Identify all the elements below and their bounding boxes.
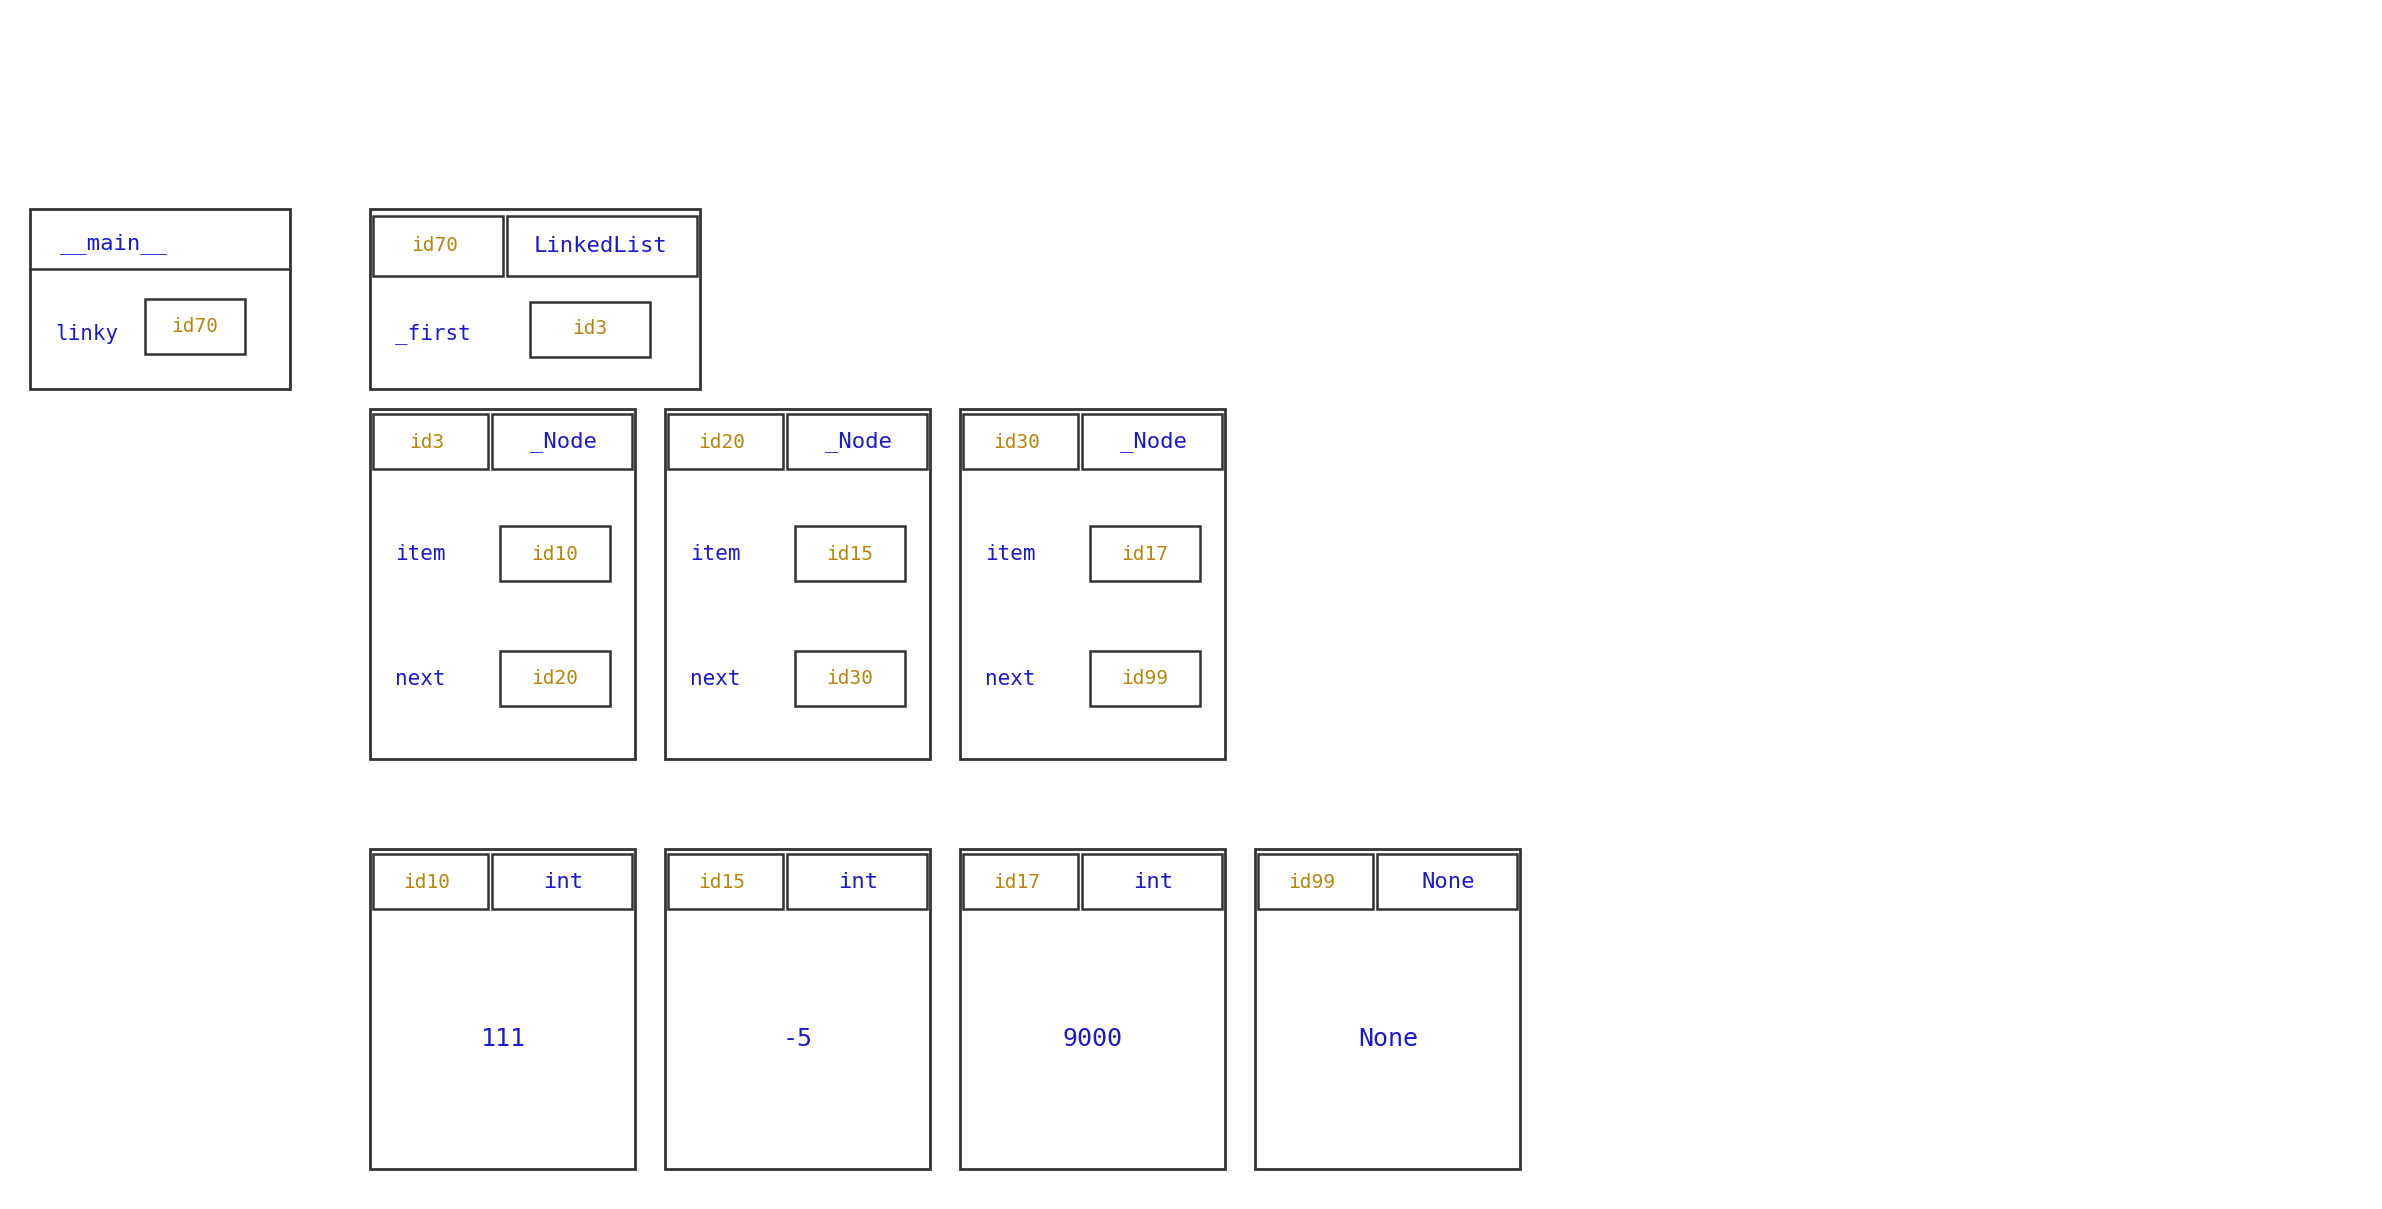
Bar [1081, 854, 1222, 909]
Bar [1255, 849, 1520, 1169]
Bar [1258, 854, 1372, 909]
Text: next: next [395, 669, 445, 689]
Text: next: next [691, 669, 741, 689]
Text: id30: id30 [827, 670, 874, 688]
Text: LinkedList: LinkedList [534, 236, 667, 256]
Bar [374, 854, 488, 909]
Text: _first: _first [395, 324, 472, 345]
Text: 9000: 9000 [1062, 1026, 1122, 1051]
Text: int: int [838, 872, 879, 892]
Bar [1377, 854, 1517, 909]
Text: id17: id17 [1122, 544, 1170, 563]
Bar [665, 409, 929, 759]
Text: _Node: _Node [1120, 432, 1186, 452]
Text: None: None [1422, 872, 1474, 892]
Bar [786, 854, 927, 909]
Text: id99: id99 [1289, 873, 1336, 891]
Bar [796, 650, 905, 706]
Bar [665, 849, 929, 1169]
Text: id15: id15 [827, 544, 874, 563]
Bar [962, 413, 1079, 469]
Text: id15: id15 [698, 873, 746, 891]
Text: id70: id70 [172, 317, 219, 336]
Text: 111: 111 [481, 1026, 526, 1051]
Bar [796, 526, 905, 582]
Text: id99: id99 [1122, 670, 1170, 688]
Text: item: item [395, 544, 445, 565]
Text: item: item [986, 544, 1036, 565]
Text: linky: linky [55, 324, 119, 345]
Bar [1081, 413, 1222, 469]
Text: next: next [986, 669, 1036, 689]
Text: id10: id10 [531, 544, 579, 563]
Bar [493, 854, 631, 909]
Text: id3: id3 [410, 433, 445, 451]
Bar [369, 849, 636, 1169]
Text: id17: id17 [993, 873, 1041, 891]
Text: id30: id30 [993, 433, 1041, 451]
Text: id20: id20 [531, 670, 579, 688]
Text: int: int [1134, 872, 1172, 892]
Text: _Node: _Node [529, 432, 596, 452]
Text: id70: id70 [412, 237, 457, 255]
Text: _Node: _Node [824, 432, 891, 452]
Bar [667, 854, 784, 909]
Text: -5: -5 [784, 1026, 812, 1051]
Bar [493, 413, 631, 469]
Bar [31, 209, 291, 389]
Text: id10: id10 [403, 873, 450, 891]
Bar [786, 413, 927, 469]
Bar [500, 650, 610, 706]
Bar [369, 209, 700, 389]
Text: int: int [543, 872, 584, 892]
Text: item: item [691, 544, 741, 565]
Text: None: None [1358, 1026, 1417, 1051]
Text: id20: id20 [698, 433, 746, 451]
Bar [145, 299, 245, 354]
Text: __main__: __main__ [60, 233, 167, 254]
Bar [962, 854, 1079, 909]
Text: id3: id3 [572, 319, 607, 339]
Bar [374, 216, 503, 276]
Bar [1091, 650, 1201, 706]
Bar [374, 413, 488, 469]
Bar [500, 526, 610, 582]
Bar [531, 302, 650, 357]
Bar [1091, 526, 1201, 582]
Bar [507, 216, 698, 276]
Bar [369, 409, 636, 759]
Bar [667, 413, 784, 469]
Bar [960, 849, 1224, 1169]
Bar [960, 409, 1224, 759]
